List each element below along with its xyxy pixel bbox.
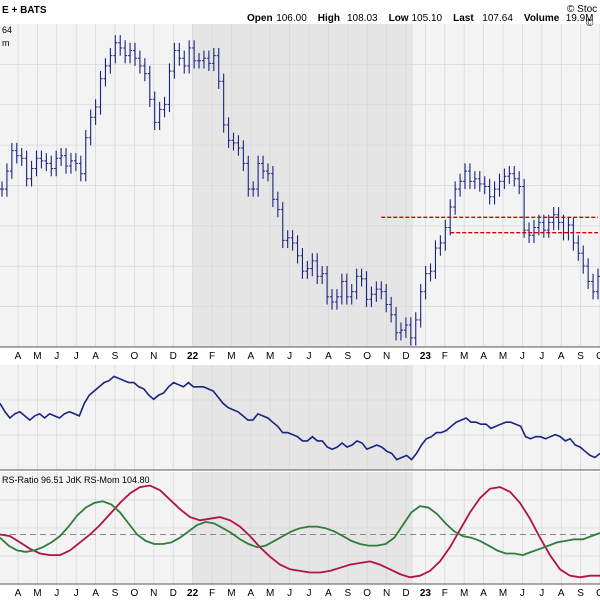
x-tick-label-x-ticks-2-29: S [577, 588, 584, 599]
x-tick-label-x-ticks-2-14: J [287, 588, 292, 599]
x-tick-label-x-ticks-1-18: O [363, 351, 371, 362]
x-tick-label-x-ticks-1-2: J [54, 351, 59, 362]
x-tick-label-x-ticks-1-7: N [150, 351, 157, 362]
ohlc-value-0: 106.00 [276, 13, 307, 24]
x-tick-label-x-ticks-2-13: M [266, 588, 274, 599]
watermark: © Stoc [567, 4, 597, 15]
price-bars [0, 35, 600, 346]
x-tick-label-x-ticks-1-17: S [344, 351, 351, 362]
ohlc-label-0: Open [247, 13, 273, 24]
x-axis-ticks-indicator: AMJJASOND22FMAMJJASOND23FMAMJJASO [15, 588, 600, 599]
x-tick-label-x-ticks-2-4: A [92, 588, 99, 599]
rs-line [0, 375, 600, 461]
x-tick-label-x-ticks-2-11: M [227, 588, 235, 599]
x-tick-label-x-ticks-1-11: M [227, 351, 235, 362]
x-tick-label-x-ticks-1-12: A [247, 351, 254, 362]
x-tick-label-x-ticks-2-2: J [54, 588, 59, 599]
x-tick-label-x-ticks-2-8: D [170, 588, 177, 599]
ohlc-value-1: 108.03 [347, 13, 378, 24]
ohlc-readout: Open 106.00 High 108.03 Low 105.10 Last 107.64 V… [247, 13, 594, 24]
sub-label-1: 64 [2, 25, 12, 35]
x-tick-label-x-ticks-2-12: A [247, 588, 254, 599]
x-tick-label-x-ticks-1-28: A [558, 351, 565, 362]
watermark-mark: © [586, 18, 594, 29]
sub-label-2: m [2, 38, 10, 48]
x-tick-label-x-ticks-2-10: F [209, 588, 215, 599]
x-tick-label-x-ticks-2-30: O [596, 588, 600, 599]
x-tick-label-x-ticks-2-16: A [325, 588, 332, 599]
x-tick-label-x-ticks-2-27: J [539, 588, 544, 599]
x-tick-label-x-ticks-1-16: A [325, 351, 332, 362]
rs-mom-label: JdK RS-Mom 104.80 [66, 475, 150, 485]
ohlc-value-3: 107.64 [482, 13, 513, 24]
x-tick-label-x-ticks-2-6: O [131, 588, 139, 599]
x-tick-label-x-ticks-1-21: 23 [420, 351, 432, 362]
x-tick-label-x-ticks-1-22: F [442, 351, 448, 362]
x-tick-label-x-ticks-1-13: M [266, 351, 274, 362]
x-tick-label-x-ticks-1-30: O [596, 351, 600, 362]
ohlc-label-1: High [318, 13, 340, 24]
x-tick-label-x-ticks-2-1: M [33, 588, 41, 599]
x-tick-label-x-ticks-1-23: M [460, 351, 468, 362]
x-tick-label-x-ticks-1-14: J [287, 351, 292, 362]
x-tick-label-x-ticks-2-0: A [15, 588, 22, 599]
rs-ratio-line [0, 484, 600, 579]
x-tick-label-x-ticks-1-5: S [112, 351, 119, 362]
x-tick-label-x-ticks-1-24: A [480, 351, 487, 362]
x-tick-label-x-ticks-2-19: N [383, 588, 390, 599]
x-tick-label-x-ticks-2-9: 22 [187, 588, 199, 599]
x-tick-label-x-ticks-2-17: S [344, 588, 351, 599]
x-tick-label-x-ticks-2-24: A [480, 588, 487, 599]
rs-gridlines [0, 365, 600, 470]
x-tick-label-x-ticks-2-23: M [460, 588, 468, 599]
x-tick-label-x-ticks-2-3: J [74, 588, 79, 599]
ohlc-label-2: Low [389, 13, 409, 24]
x-tick-label-x-ticks-2-20: D [402, 588, 409, 599]
rs-mom-line [0, 500, 600, 557]
x-tick-label-x-ticks-2-28: A [558, 588, 565, 599]
price-gridlines [0, 24, 600, 347]
band-1-1 [193, 365, 413, 470]
x-tick-label-x-ticks-2-21: 23 [420, 588, 432, 599]
band-1-0 [0, 365, 193, 470]
resistance-lines [381, 216, 598, 234]
x-axis-ticks-price: AMJJASOND22FMAMJJASOND23FMAMJJASO [15, 351, 600, 362]
x-tick-label-x-ticks-1-8: D [170, 351, 177, 362]
x-tick-label-x-ticks-2-22: F [442, 588, 448, 599]
ohlc-label-3: Last [453, 13, 474, 24]
band-1-2 [413, 365, 600, 470]
x-tick-label-x-ticks-1-29: S [577, 351, 584, 362]
x-tick-label-x-ticks-2-7: N [150, 588, 157, 599]
x-tick-label-x-ticks-1-3: J [74, 351, 79, 362]
x-tick-label-x-ticks-1-4: A [92, 351, 99, 362]
x-tick-label-x-ticks-1-26: J [520, 351, 525, 362]
x-tick-label-x-ticks-2-18: O [363, 588, 371, 599]
x-tick-label-x-ticks-2-25: M [499, 588, 507, 599]
x-tick-label-x-ticks-1-20: D [402, 351, 409, 362]
x-tick-label-x-ticks-1-27: J [539, 351, 544, 362]
x-tick-label-x-ticks-2-15: J [307, 588, 312, 599]
x-tick-label-x-ticks-2-26: J [520, 588, 525, 599]
x-tick-label-x-ticks-1-10: F [209, 351, 215, 362]
x-tick-label-x-ticks-2-5: S [112, 588, 119, 599]
x-tick-label-x-ticks-1-9: 22 [187, 351, 199, 362]
x-tick-label-x-ticks-1-19: N [383, 351, 390, 362]
x-tick-label-x-ticks-1-6: O [131, 351, 139, 362]
x-tick-label-x-ticks-1-15: J [307, 351, 312, 362]
x-tick-label-x-ticks-1-1: M [33, 351, 41, 362]
ohlc-label-4: Volume [524, 13, 560, 24]
x-tick-label-x-ticks-1-0: A [15, 351, 22, 362]
rs-ratio-label: RS-Ratio 96.51 [2, 475, 64, 485]
ohlc-value-2: 105.10 [412, 13, 443, 24]
ohlc-value-4: 19.9M [566, 13, 594, 24]
x-tick-label-x-ticks-1-25: M [499, 351, 507, 362]
symbol-title: E + BATS [2, 5, 47, 16]
